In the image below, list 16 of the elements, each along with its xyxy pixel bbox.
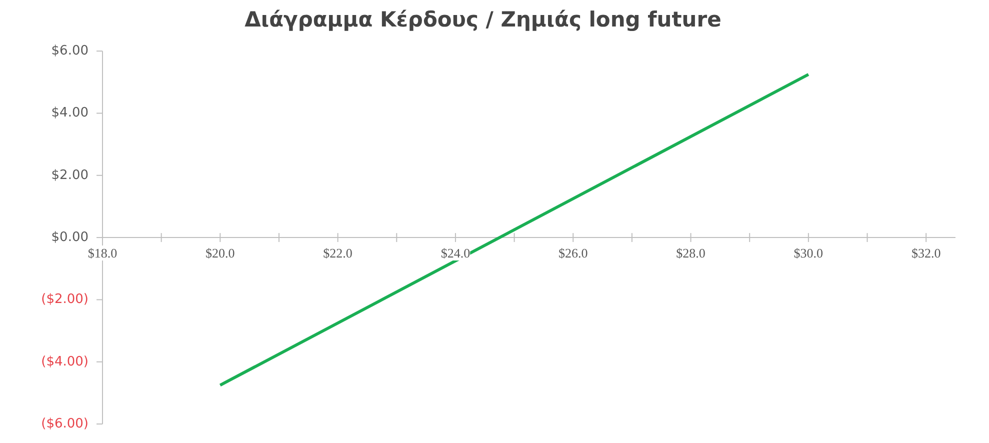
x-tick-label: $18.0 — [88, 246, 118, 261]
y-tick-label: $6.00 — [51, 44, 88, 59]
y-tick-label: ($4.00) — [41, 354, 89, 370]
y-tick-label: $2.00 — [51, 168, 88, 183]
x-tick-label: $22.0 — [323, 246, 352, 261]
y-tick-label: ($6.00) — [41, 416, 89, 432]
x-tick-label: $26.0 — [558, 246, 588, 261]
x-tick-label: $32.0 — [911, 246, 941, 261]
y-tick-label: ($2.00) — [41, 292, 89, 308]
y-tick-label: $4.00 — [51, 106, 88, 121]
x-tick-label: $30.0 — [794, 246, 824, 261]
x-tick-label: $20.0 — [206, 246, 235, 261]
y-tick-label: $0.00 — [51, 230, 88, 246]
x-tick-label: $24.0 — [440, 246, 470, 261]
chart-title: Διάγραμμα Κέρδους / Ζημιάς long future — [244, 8, 722, 32]
x-tick-label: $28.0 — [676, 246, 706, 261]
